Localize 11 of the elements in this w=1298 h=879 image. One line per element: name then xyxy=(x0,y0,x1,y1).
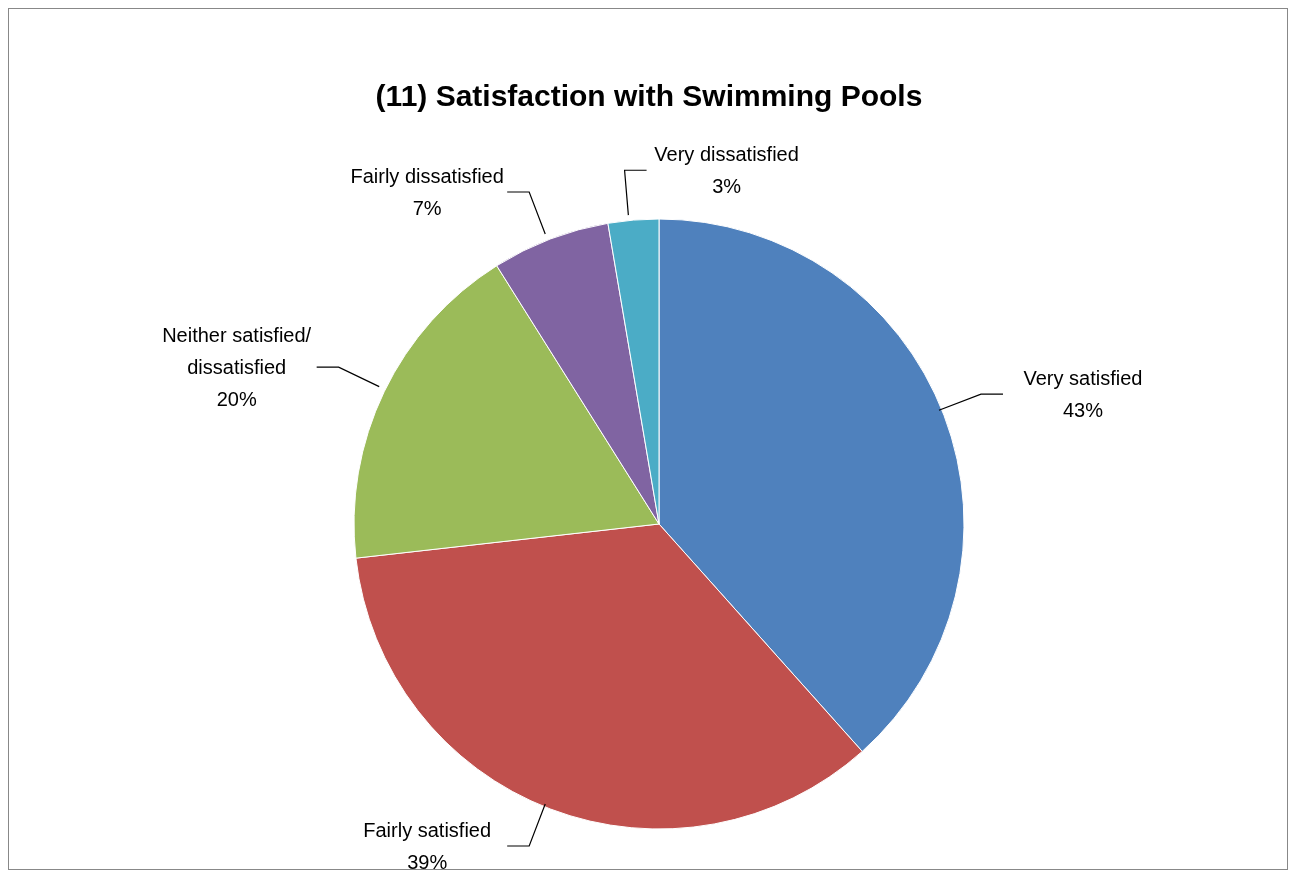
data-label: 39% xyxy=(407,850,448,873)
chart-title: (11) Satisfaction with Swimming Pools xyxy=(374,79,924,113)
slice-label: Fairly dissatisfied xyxy=(350,165,504,188)
slice-label: Very satisfied xyxy=(1023,367,1143,390)
data-label: 3% xyxy=(712,175,742,198)
slice-label: Very dissatisfied xyxy=(654,143,799,166)
data-label: 20% xyxy=(216,388,257,411)
data-label: 7% xyxy=(412,197,442,220)
slice-label: Fairly satisfied xyxy=(363,818,492,841)
data-label: 43% xyxy=(1062,399,1104,422)
slice-label: Neither satisfied/ dissatisfied xyxy=(162,324,312,379)
